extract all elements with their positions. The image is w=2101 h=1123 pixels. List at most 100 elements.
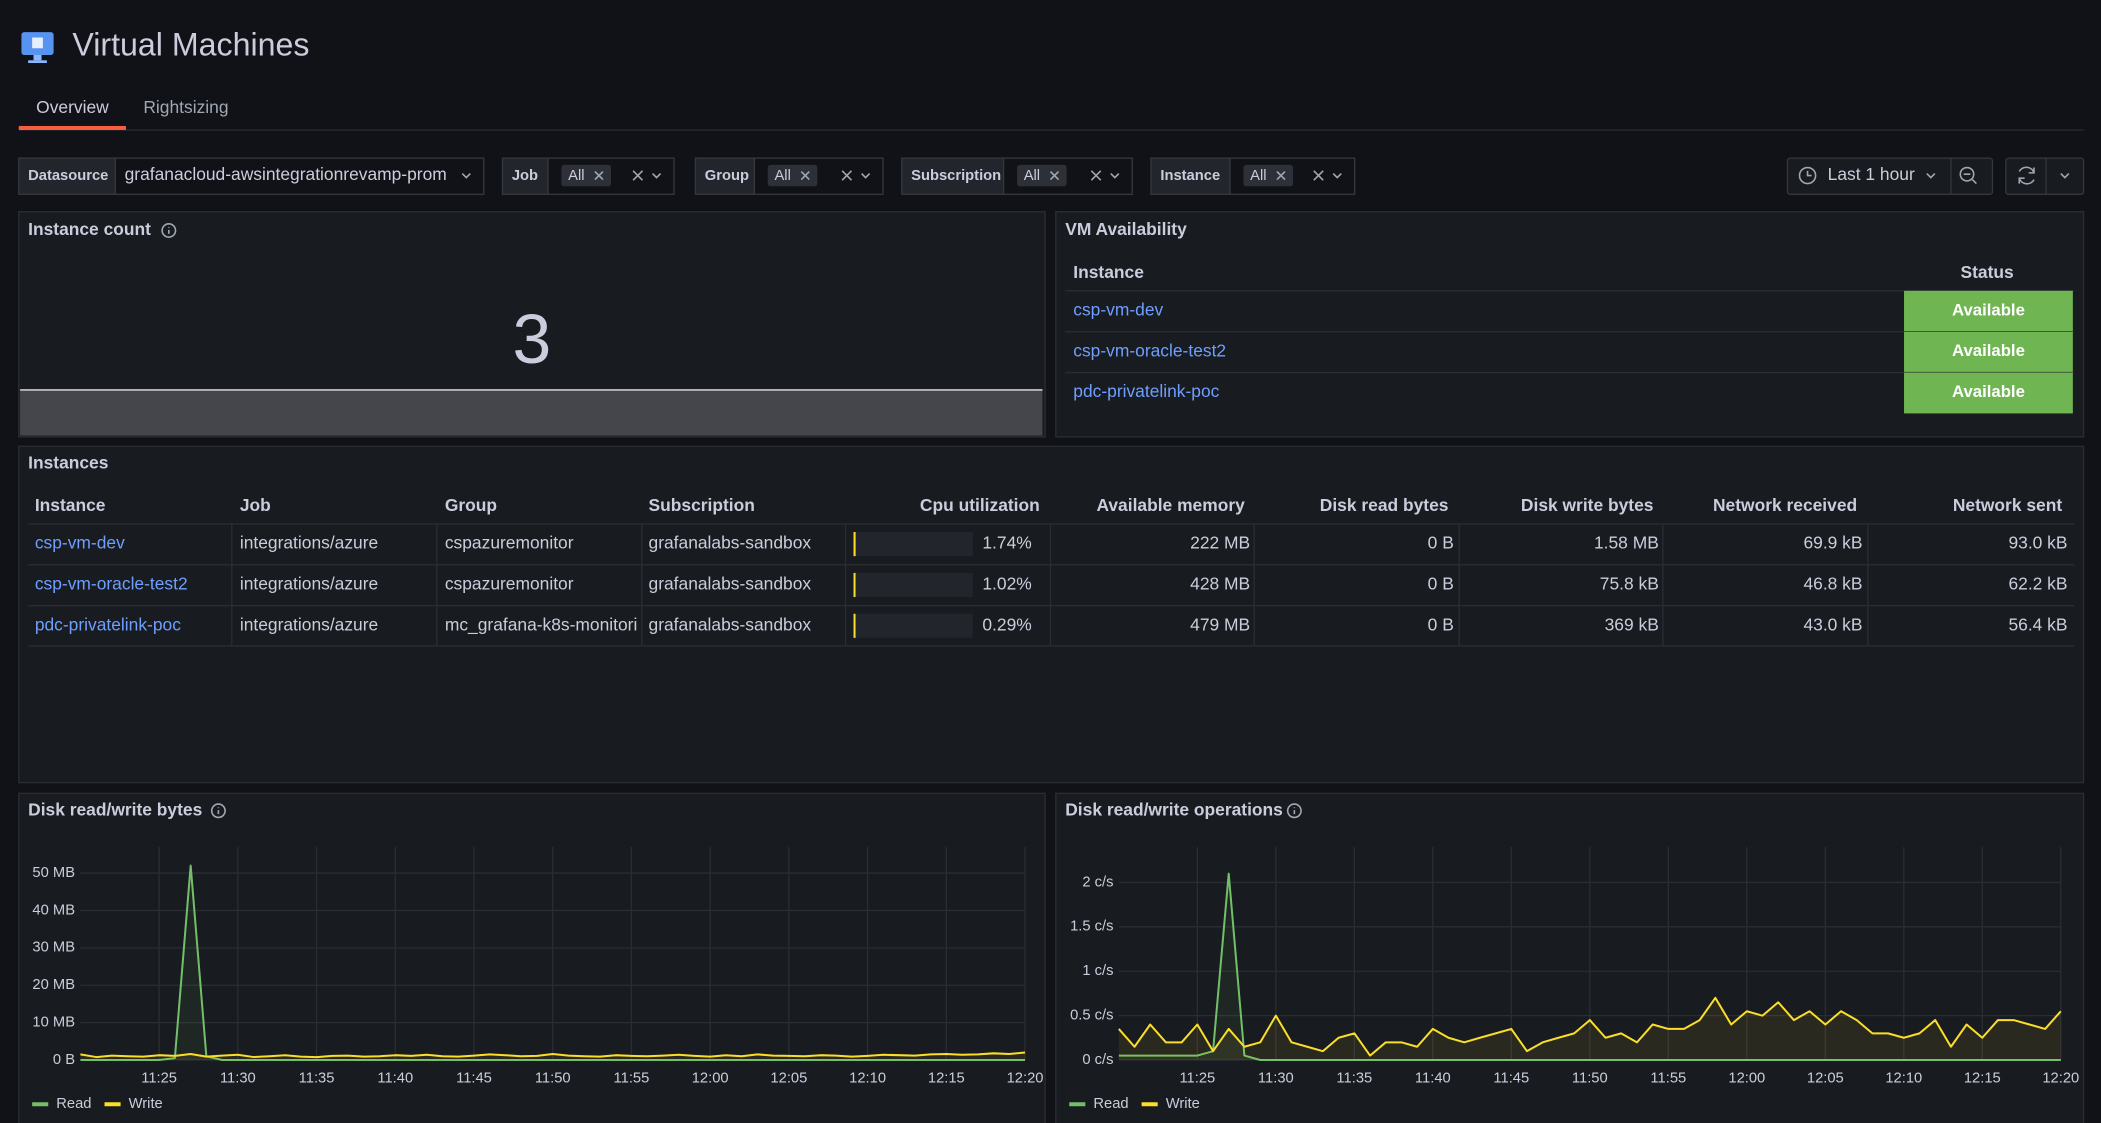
zoom-icon[interactable] <box>1959 166 1975 182</box>
tab[interactable]: Overview <box>36 97 109 117</box>
status-cell <box>1904 290 2073 332</box>
x-tick-label: 11:45 <box>456 1071 492 1087</box>
series-area <box>80 1052 1026 1061</box>
time-range[interactable]: Last 1 hour <box>1828 164 1915 184</box>
status-value: Available <box>1952 300 2025 319</box>
tab[interactable]: Rightsizing <box>143 97 228 117</box>
x-tick-label: 11:50 <box>1572 1071 1608 1087</box>
series-line <box>80 864 1026 1062</box>
table-cell: 43.0 kB <box>1803 614 1862 634</box>
zoom-icon-mark <box>1963 173 1977 185</box>
instance-link[interactable]: pdc-privatelink-poc <box>1073 381 1219 401</box>
filter-label-box <box>1150 157 1231 195</box>
status-value: Available <box>1952 341 2025 360</box>
clock-icon <box>1798 166 1817 185</box>
table-cell: cspazuremonitor <box>445 574 574 594</box>
page-title: Virtual Machines <box>72 26 309 62</box>
stat-value: 3 <box>513 300 552 378</box>
table-cell: 222 MB <box>1190 533 1250 553</box>
filter-value-box[interactable] <box>114 157 485 195</box>
x-tick-label: 12:10 <box>849 1071 886 1087</box>
column-header: Job <box>240 495 271 515</box>
panel-title: Disk read/write operations <box>1065 799 1283 819</box>
chevron-icon <box>461 172 471 179</box>
y-tick-label: 10 MB <box>32 1015 75 1031</box>
table-cell: cspazuremonitor <box>445 533 574 553</box>
x-tick-label: 11:55 <box>614 1071 650 1087</box>
series-line <box>1118 996 2062 1057</box>
cpu-value: 1.02% <box>982 574 1031 594</box>
filter-value[interactable]: All <box>774 168 790 184</box>
instance-link[interactable]: csp-vm-dev <box>1073 300 1163 320</box>
x-tick-label: 11:35 <box>299 1071 335 1087</box>
panel-title: Disk read/write bytes <box>28 799 202 819</box>
table-cell: 0 B <box>1428 614 1454 634</box>
legend-label[interactable]: Read <box>56 1096 91 1112</box>
filter-value[interactable]: grafanacloud-awsintegrationrevamp-prom <box>125 164 447 184</box>
filter-value[interactable]: All <box>568 168 584 184</box>
x-tick-label: 11:40 <box>377 1071 413 1087</box>
y-tick-label: 30 MB <box>32 940 75 956</box>
x-tick-label: 11:30 <box>1258 1071 1294 1087</box>
panel-title: VM Availability <box>1065 219 1187 239</box>
x-tick-label: 12:00 <box>692 1071 729 1087</box>
table-cell: 56.4 kB <box>2008 614 2067 634</box>
status-cell <box>1904 331 2073 373</box>
y-tick-label: 0 c/s <box>1082 1052 1113 1068</box>
filter-label: Subscription <box>911 168 1001 184</box>
table-cell: mc_grafana-k8s-monitori <box>445 614 638 634</box>
y-tick-label: 2 c/s <box>1082 874 1113 890</box>
table-cell: 69.9 kB <box>1803 533 1862 553</box>
chevron-icon <box>1110 172 1120 179</box>
column-header: Status <box>1961 262 2014 282</box>
column-header: Instance <box>35 495 106 515</box>
table-cell: grafanalabs-sandbox <box>649 614 812 634</box>
status-value: Available <box>1952 382 2025 401</box>
instance-link[interactable]: pdc-privatelink-poc <box>35 614 181 634</box>
filter-label-box <box>501 157 549 195</box>
time-picker[interactable] <box>1786 157 1994 195</box>
table-cell: integrations/azure <box>240 574 378 594</box>
active-tab-underline <box>18 125 126 130</box>
x-tick-label: 12:05 <box>1807 1071 1844 1087</box>
filter-value[interactable]: All <box>1250 168 1266 184</box>
y-tick-label: 0.5 c/s <box>1070 1008 1113 1024</box>
table-cell: 0 B <box>1428 533 1454 553</box>
filter-chip <box>767 164 818 187</box>
instance-count-sparkline-area <box>20 389 1043 436</box>
close-icon <box>1049 170 1060 181</box>
legend-label[interactable]: Read <box>1093 1096 1128 1112</box>
instance-link[interactable]: csp-vm-oracle-test2 <box>1073 340 1226 360</box>
column-header: Available memory <box>1096 495 1245 515</box>
x-tick-label: 12:00 <box>1728 1071 1765 1087</box>
cpu-gauge <box>853 613 856 638</box>
app-icon <box>21 32 54 63</box>
x-tick-label: 12:05 <box>770 1071 807 1087</box>
column-header: Cpu utilization <box>920 495 1040 515</box>
instance-link[interactable]: csp-vm-dev <box>35 533 125 553</box>
filter-value[interactable]: All <box>1024 168 1040 184</box>
refresh-button[interactable] <box>2005 157 2085 195</box>
close-icon <box>1313 170 1324 181</box>
filter-label: Group <box>705 168 749 184</box>
close-icon <box>800 170 810 181</box>
x-tick-label: 11:25 <box>141 1071 177 1087</box>
panel-title: Instances <box>28 452 108 472</box>
column-header: Disk read bytes <box>1320 495 1449 515</box>
instance-link[interactable]: csp-vm-oracle-test2 <box>35 574 188 594</box>
disk-ops-panel <box>1055 792 2085 1123</box>
refresh-icon <box>2018 166 2035 185</box>
x-tick-label: 11:40 <box>1415 1071 1451 1087</box>
legend-label[interactable]: Write <box>1166 1096 1200 1112</box>
filter-label: Instance <box>1160 168 1220 184</box>
info-icon <box>1286 803 1302 819</box>
y-tick-label: 0 B <box>53 1052 75 1068</box>
legend-label[interactable]: Write <box>129 1096 163 1112</box>
table-cell: 0 B <box>1428 574 1454 594</box>
chevron-icon <box>2060 172 2070 179</box>
table-cell: 93.0 kB <box>2008 533 2067 553</box>
table-cell: 62.2 kB <box>2008 574 2067 594</box>
filter-label-box <box>694 157 756 195</box>
x-tick-label: 12:15 <box>928 1071 965 1087</box>
